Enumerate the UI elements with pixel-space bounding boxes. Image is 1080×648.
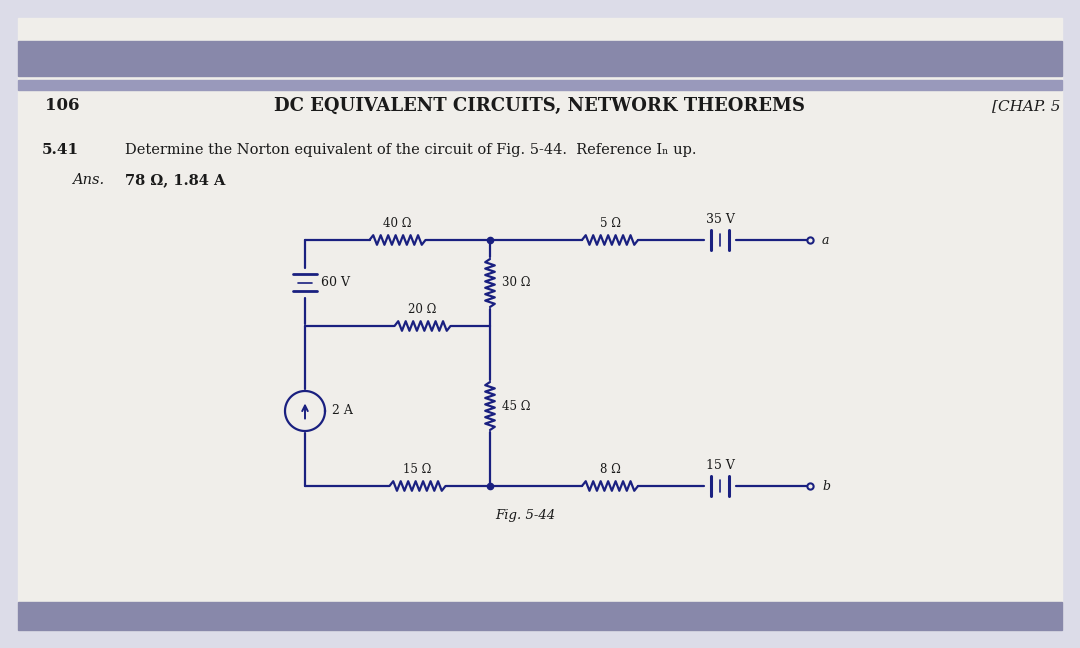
Text: 5 Ω: 5 Ω <box>599 217 621 230</box>
Text: DC EQUIVALENT CIRCUITS, NETWORK THEOREMS: DC EQUIVALENT CIRCUITS, NETWORK THEOREMS <box>274 97 806 115</box>
Text: 2 A: 2 A <box>332 404 353 417</box>
Text: 15 Ω: 15 Ω <box>403 463 432 476</box>
Text: a: a <box>822 233 829 246</box>
Text: 35 V: 35 V <box>705 213 734 226</box>
Text: Determine the Norton equivalent of the circuit of Fig. 5-44.  Reference Iₙ up.: Determine the Norton equivalent of the c… <box>125 143 697 157</box>
Bar <box>18 602 1062 630</box>
Text: 15 V: 15 V <box>705 459 734 472</box>
Bar <box>18 80 1062 90</box>
Text: 40 Ω: 40 Ω <box>383 217 411 230</box>
Text: [CHAP. 5: [CHAP. 5 <box>991 99 1059 113</box>
Text: 60 V: 60 V <box>321 277 350 290</box>
Text: 5.41: 5.41 <box>42 143 79 157</box>
Text: 78 Ω, 1.84 A: 78 Ω, 1.84 A <box>125 173 226 187</box>
Text: 20 Ω: 20 Ω <box>408 303 436 316</box>
Text: b: b <box>822 480 831 492</box>
Text: 45 Ω: 45 Ω <box>502 400 530 413</box>
Text: 30 Ω: 30 Ω <box>502 277 530 290</box>
Text: Fig. 5-44: Fig. 5-44 <box>495 509 555 522</box>
Text: 106: 106 <box>45 97 80 115</box>
Text: Ans.: Ans. <box>72 173 104 187</box>
Text: 8 Ω: 8 Ω <box>599 463 620 476</box>
Bar <box>18 41 1062 76</box>
